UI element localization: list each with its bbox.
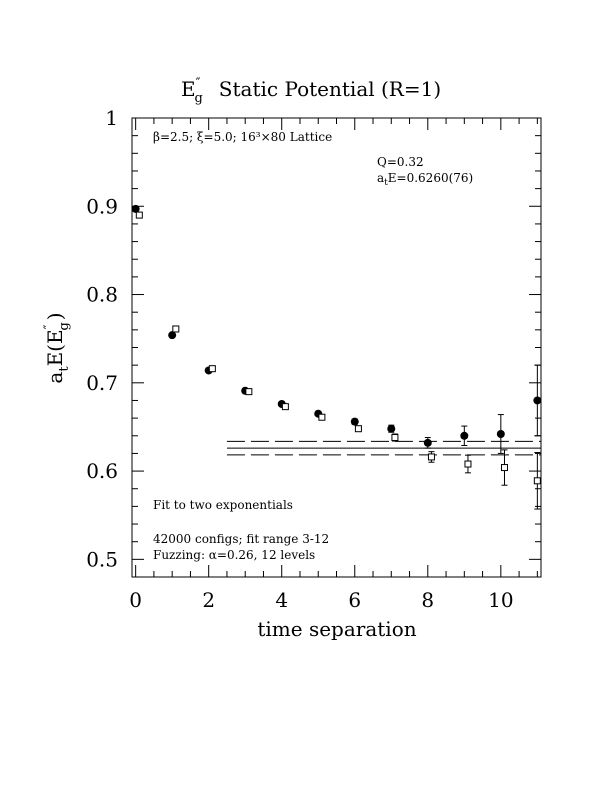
ylabel-main: E(E [43, 329, 67, 366]
data-point-filled-circle [423, 438, 432, 447]
energy-value: E=0.6260(76) [388, 171, 473, 185]
data-point-open-square [172, 325, 180, 333]
title-sup: ″ [196, 76, 201, 91]
data-point-filled-circle [533, 396, 542, 405]
configs-label: 42000 configs; fit range 3-12 [153, 532, 329, 546]
x-tick-label: 6 [348, 588, 361, 612]
y-tick-label: 0.8 [86, 283, 118, 307]
energy-result-label: atE=0.6260(76) [377, 171, 473, 188]
y-tick-label: 1 [105, 106, 118, 130]
ylabel-prefix: a [43, 372, 67, 384]
data-point-open-square [245, 388, 253, 396]
data-point-filled-circle [168, 331, 177, 340]
energy-prefix-sub: t [384, 178, 388, 188]
data-point-open-square [318, 413, 326, 421]
fuzzing-label: Fuzzing: α=0.26, 12 levels [153, 548, 315, 562]
data-point-open-square [533, 477, 541, 485]
fit-method-label: Fit to two exponentials [153, 498, 293, 512]
y-tick-label: 0.7 [86, 371, 118, 395]
data-point-filled-circle [496, 430, 505, 439]
y-axis-label: atE(E″g) [42, 312, 72, 383]
data-point-filled-circle [350, 417, 359, 426]
fit-band [226, 440, 541, 456]
ylabel-sub: g [57, 322, 72, 330]
chart-title: E″ g Static Potential (R=1) [181, 76, 441, 106]
data-point-open-square [208, 365, 216, 373]
data-point-open-square [391, 434, 399, 442]
ylabel-prefix-sub: t [57, 366, 72, 372]
axis-ticks: 0 2 4 6 8 10 0.5 0.6 0.7 0.8 0.9 1 [86, 106, 541, 612]
q-value-label: Q=0.32 [377, 155, 424, 169]
lattice-params-label: β=2.5; ξ=5.0; 16³×80 Lattice [153, 130, 332, 144]
data-point-open-square [427, 453, 435, 461]
data-point-filled-circle [460, 431, 469, 440]
ylabel-sup: ″ [42, 324, 57, 329]
x-tick-label: 4 [275, 588, 288, 612]
energy-prefix: a [377, 171, 384, 185]
title-rest: Static Potential (R=1) [219, 77, 441, 101]
data-point-open-square [135, 211, 143, 219]
x-tick-label: 2 [202, 588, 215, 612]
data-point-open-square [464, 460, 472, 468]
title-sub: g [194, 91, 202, 106]
data-point-open-square [500, 464, 508, 472]
x-tick-label: 8 [421, 588, 434, 612]
y-tick-label: 0.9 [86, 194, 118, 218]
x-tick-label: 0 [129, 588, 142, 612]
y-tick-label: 0.6 [86, 459, 118, 483]
data-point-filled-circle [387, 424, 396, 433]
x-axis-label: time separation [257, 617, 416, 641]
y-tick-label: 0.5 [86, 547, 118, 571]
data-point-filled-circle [131, 204, 140, 213]
data-point-open-square [354, 425, 362, 433]
data-point-open-square [281, 403, 289, 411]
title-main: E [181, 77, 196, 101]
data-points [131, 204, 542, 510]
x-tick-label: 10 [488, 588, 513, 612]
ylabel-suffix: ) [43, 312, 67, 320]
